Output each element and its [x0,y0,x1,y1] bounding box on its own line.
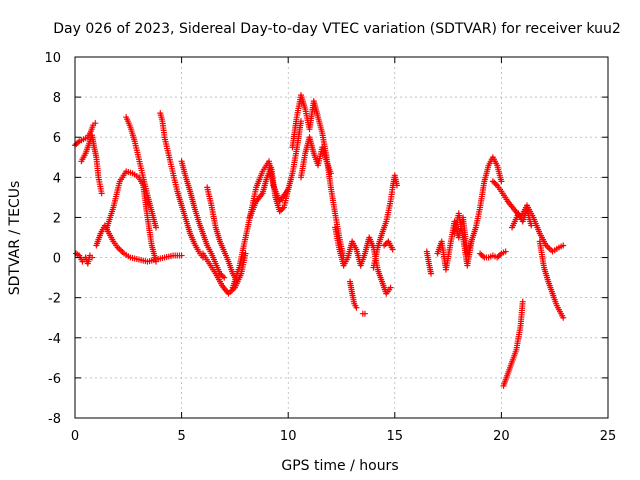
data-point [242,250,249,257]
chart-title: Day 026 of 2023, Sidereal Day-to-day VTE… [53,21,621,37]
series-arc-26 [500,298,526,389]
x-tick-label: 10 [280,429,297,444]
data-points [72,92,567,389]
data-point [327,170,334,177]
series-arc-5 [103,168,160,265]
x-tick-label: 5 [177,429,185,444]
series-arc-24 [477,248,509,261]
data-point [498,178,505,185]
series-arc-19 [381,238,396,253]
x-tick-label: 15 [387,429,404,444]
series-arc-13 [289,92,347,261]
data-point [92,120,99,127]
data-point [519,298,526,305]
series-arc-18 [370,172,400,271]
axes: 0 5 10 15 20 25 -8 -6 -4 -2 0 2 4 6 8 10 [44,51,616,444]
series-arc-28 [509,206,535,231]
y-tick-label: -2 [48,292,61,307]
series-arc-11 [229,158,292,291]
plot-frame [74,56,609,419]
x-axis-title: GPS time / hours [281,458,398,474]
y-tick-label: 8 [53,91,61,106]
data-point [178,252,185,259]
data-point [353,304,360,311]
series-arc-3 [78,132,105,197]
series-arc-27 [536,238,567,321]
series-arc-15 [332,224,394,297]
data-point [560,314,567,321]
series-arc-7 [157,110,206,261]
series-arc-8 [178,158,228,281]
y-tick-label: 0 [53,252,61,267]
x-tick-label: 0 [71,429,79,444]
series-arc-17 [359,310,368,317]
series-arc-12 [246,118,304,221]
series-arc-2 [73,250,96,267]
data-point [89,254,96,261]
data-point [221,274,228,281]
y-tick-label: 4 [53,171,61,186]
y-tick-label: 6 [53,131,61,146]
series-arc-23 [466,154,505,251]
y-tick-label: -4 [48,332,61,347]
data-point [153,224,160,231]
series-arc-20 [423,248,435,277]
y-tick-label: -6 [48,372,61,387]
x-tick-label: 25 [600,429,617,444]
data-point [153,258,160,265]
data-point [98,190,105,197]
data-point [361,310,368,317]
series-arc-6 [123,114,160,231]
data-point [389,246,396,253]
data-point [528,222,535,229]
data-point [428,270,435,277]
data-point [393,182,400,189]
y-axis-title: SDTVAR / TECUs [7,181,23,296]
series-arc-16 [347,278,360,311]
y-tick-label: 10 [44,51,61,66]
series-arc-9 [204,184,241,285]
data-point [387,284,394,291]
series-arc-4 [93,222,185,265]
y-tick-label: 2 [53,211,61,226]
data-point [560,242,567,249]
series-arc-14 [297,134,334,181]
y-tick-label: -8 [48,412,61,427]
data-point [502,248,509,255]
x-tick-label: 20 [493,429,510,444]
